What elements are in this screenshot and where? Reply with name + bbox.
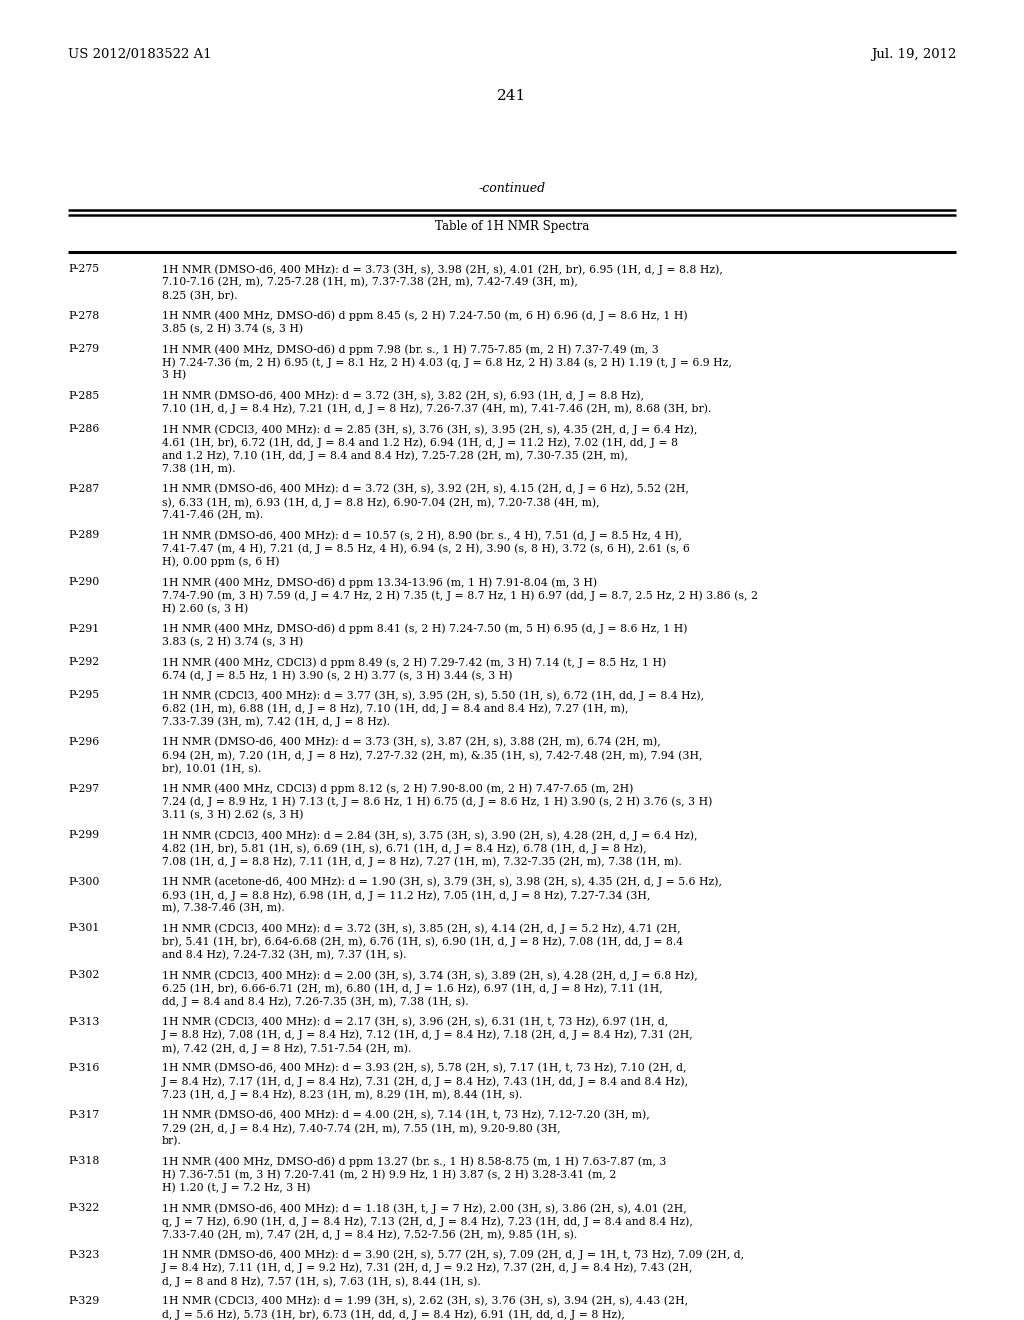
- Text: P-313: P-313: [68, 1016, 99, 1027]
- Text: m), 7.42 (2H, d, J = 8 Hz), 7.51-7.54 (2H, m).: m), 7.42 (2H, d, J = 8 Hz), 7.51-7.54 (2…: [162, 1043, 412, 1053]
- Text: br), 5.41 (1H, br), 6.64-6.68 (2H, m), 6.76 (1H, s), 6.90 (1H, d, J = 8 Hz), 7.0: br), 5.41 (1H, br), 6.64-6.68 (2H, m), 6…: [162, 937, 683, 948]
- Text: 1H NMR (400 MHz, DMSO-d6) d ppm 8.45 (s, 2 H) 7.24-7.50 (m, 6 H) 6.96 (d, J = 8.: 1H NMR (400 MHz, DMSO-d6) d ppm 8.45 (s,…: [162, 310, 688, 321]
- Text: 7.10 (1H, d, J = 8.4 Hz), 7.21 (1H, d, J = 8 Hz), 7.26-7.37 (4H, m), 7.41-7.46 (: 7.10 (1H, d, J = 8.4 Hz), 7.21 (1H, d, J…: [162, 404, 712, 414]
- Text: 1H NMR (400 MHz, DMSO-d6) d ppm 13.27 (br. s., 1 H) 8.58-8.75 (m, 1 H) 7.63-7.87: 1H NMR (400 MHz, DMSO-d6) d ppm 13.27 (b…: [162, 1156, 667, 1167]
- Text: 1H NMR (CDCl3, 400 MHz): d = 2.85 (3H, s), 3.76 (3H, s), 3.95 (2H, s), 4.35 (2H,: 1H NMR (CDCl3, 400 MHz): d = 2.85 (3H, s…: [162, 424, 697, 434]
- Text: 1H NMR (CDCl3, 400 MHz): d = 2.17 (3H, s), 3.96 (2H, s), 6.31 (1H, t, 73 Hz), 6.: 1H NMR (CDCl3, 400 MHz): d = 2.17 (3H, s…: [162, 1016, 669, 1027]
- Text: 7.74-7.90 (m, 3 H) 7.59 (d, J = 4.7 Hz, 2 H) 7.35 (t, J = 8.7 Hz, 1 H) 6.97 (dd,: 7.74-7.90 (m, 3 H) 7.59 (d, J = 4.7 Hz, …: [162, 590, 758, 601]
- Text: 1H NMR (400 MHz, DMSO-d6) d ppm 8.41 (s, 2 H) 7.24-7.50 (m, 5 H) 6.95 (d, J = 8.: 1H NMR (400 MHz, DMSO-d6) d ppm 8.41 (s,…: [162, 623, 687, 634]
- Text: 7.41-7.47 (m, 4 H), 7.21 (d, J = 8.5 Hz, 4 H), 6.94 (s, 2 H), 3.90 (s, 8 H), 3.7: 7.41-7.47 (m, 4 H), 7.21 (d, J = 8.5 Hz,…: [162, 544, 690, 554]
- Text: 3 H): 3 H): [162, 371, 186, 380]
- Text: J = 8.4 Hz), 7.17 (1H, d, J = 8.4 Hz), 7.31 (2H, d, J = 8.4 Hz), 7.43 (1H, dd, J: J = 8.4 Hz), 7.17 (1H, d, J = 8.4 Hz), 7…: [162, 1076, 689, 1086]
- Text: d, J = 8 and 8 Hz), 7.57 (1H, s), 7.63 (1H, s), 8.44 (1H, s).: d, J = 8 and 8 Hz), 7.57 (1H, s), 7.63 (…: [162, 1276, 480, 1287]
- Text: 1H NMR (DMSO-d6, 400 MHz): d = 3.93 (2H, s), 5.78 (2H, s), 7.17 (1H, t, 73 Hz), : 1H NMR (DMSO-d6, 400 MHz): d = 3.93 (2H,…: [162, 1063, 686, 1073]
- Text: s), 6.33 (1H, m), 6.93 (1H, d, J = 8.8 Hz), 6.90-7.04 (2H, m), 7.20-7.38 (4H, m): s), 6.33 (1H, m), 6.93 (1H, d, J = 8.8 H…: [162, 498, 600, 508]
- Text: P-301: P-301: [68, 924, 99, 933]
- Text: P-295: P-295: [68, 690, 99, 701]
- Text: Jul. 19, 2012: Jul. 19, 2012: [870, 48, 956, 61]
- Text: br).: br).: [162, 1137, 182, 1147]
- Text: 6.82 (1H, m), 6.88 (1H, d, J = 8 Hz), 7.10 (1H, dd, J = 8.4 and 8.4 Hz), 7.27 (1: 6.82 (1H, m), 6.88 (1H, d, J = 8 Hz), 7.…: [162, 704, 629, 714]
- Text: 3.83 (s, 2 H) 3.74 (s, 3 H): 3.83 (s, 2 H) 3.74 (s, 3 H): [162, 636, 303, 647]
- Text: P-275: P-275: [68, 264, 99, 275]
- Text: P-316: P-316: [68, 1063, 99, 1073]
- Text: H) 7.24-7.36 (m, 2 H) 6.95 (t, J = 8.1 Hz, 2 H) 4.03 (q, J = 6.8 Hz, 2 H) 3.84 (: H) 7.24-7.36 (m, 2 H) 6.95 (t, J = 8.1 H…: [162, 358, 732, 368]
- Text: P-317: P-317: [68, 1110, 99, 1119]
- Text: 6.93 (1H, d, J = 8.8 Hz), 6.98 (1H, d, J = 11.2 Hz), 7.05 (1H, d, J = 8 Hz), 7.2: 6.93 (1H, d, J = 8.8 Hz), 6.98 (1H, d, J…: [162, 890, 650, 900]
- Text: 1H NMR (CDCl3, 400 MHz): d = 1.99 (3H, s), 2.62 (3H, s), 3.76 (3H, s), 3.94 (2H,: 1H NMR (CDCl3, 400 MHz): d = 1.99 (3H, s…: [162, 1296, 688, 1307]
- Text: J = 8.8 Hz), 7.08 (1H, d, J = 8.4 Hz), 7.12 (1H, d, J = 8.4 Hz), 7.18 (2H, d, J : J = 8.8 Hz), 7.08 (1H, d, J = 8.4 Hz), 7…: [162, 1030, 693, 1040]
- Text: 7.38 (1H, m).: 7.38 (1H, m).: [162, 463, 236, 474]
- Text: 1H NMR (acetone-d6, 400 MHz): d = 1.90 (3H, s), 3.79 (3H, s), 3.98 (2H, s), 4.35: 1H NMR (acetone-d6, 400 MHz): d = 1.90 (…: [162, 876, 722, 887]
- Text: 6.74 (d, J = 8.5 Hz, 1 H) 3.90 (s, 2 H) 3.77 (s, 3 H) 3.44 (s, 3 H): 6.74 (d, J = 8.5 Hz, 1 H) 3.90 (s, 2 H) …: [162, 671, 512, 681]
- Text: 1H NMR (DMSO-d6, 400 MHz): d = 3.72 (3H, s), 3.92 (2H, s), 4.15 (2H, d, J = 6 Hz: 1H NMR (DMSO-d6, 400 MHz): d = 3.72 (3H,…: [162, 484, 689, 495]
- Text: 1H NMR (400 MHz, CDCl3) d ppm 8.49 (s, 2 H) 7.29-7.42 (m, 3 H) 7.14 (t, J = 8.5 : 1H NMR (400 MHz, CDCl3) d ppm 8.49 (s, 2…: [162, 657, 667, 668]
- Text: 1H NMR (400 MHz, CDCl3) d ppm 8.12 (s, 2 H) 7.90-8.00 (m, 2 H) 7.47-7.65 (m, 2H): 1H NMR (400 MHz, CDCl3) d ppm 8.12 (s, 2…: [162, 784, 634, 795]
- Text: 1H NMR (CDCl3, 400 MHz): d = 2.00 (3H, s), 3.74 (3H, s), 3.89 (2H, s), 4.28 (2H,: 1H NMR (CDCl3, 400 MHz): d = 2.00 (3H, s…: [162, 970, 697, 981]
- Text: dd, J = 8.4 and 8.4 Hz), 7.26-7.35 (3H, m), 7.38 (1H, s).: dd, J = 8.4 and 8.4 Hz), 7.26-7.35 (3H, …: [162, 997, 469, 1007]
- Text: P-302: P-302: [68, 970, 99, 979]
- Text: 241: 241: [498, 88, 526, 103]
- Text: P-297: P-297: [68, 784, 99, 793]
- Text: 1H NMR (DMSO-d6, 400 MHz): d = 10.57 (s, 2 H), 8.90 (br. s., 4 H), 7.51 (d, J = : 1H NMR (DMSO-d6, 400 MHz): d = 10.57 (s,…: [162, 531, 682, 541]
- Text: P-329: P-329: [68, 1296, 99, 1307]
- Text: P-300: P-300: [68, 876, 99, 887]
- Text: H) 2.60 (s, 3 H): H) 2.60 (s, 3 H): [162, 603, 248, 614]
- Text: and 1.2 Hz), 7.10 (1H, dd, J = 8.4 and 8.4 Hz), 7.25-7.28 (2H, m), 7.30-7.35 (2H: and 1.2 Hz), 7.10 (1H, dd, J = 8.4 and 8…: [162, 450, 628, 461]
- Text: P-291: P-291: [68, 623, 99, 634]
- Text: P-287: P-287: [68, 484, 99, 494]
- Text: 1H NMR (DMSO-d6, 400 MHz): d = 4.00 (2H, s), 7.14 (1H, t, 73 Hz), 7.12-7.20 (3H,: 1H NMR (DMSO-d6, 400 MHz): d = 4.00 (2H,…: [162, 1110, 650, 1121]
- Text: P-279: P-279: [68, 345, 99, 354]
- Text: P-286: P-286: [68, 424, 99, 434]
- Text: 1H NMR (CDCl3, 400 MHz): d = 2.84 (3H, s), 3.75 (3H, s), 3.90 (2H, s), 4.28 (2H,: 1H NMR (CDCl3, 400 MHz): d = 2.84 (3H, s…: [162, 830, 697, 841]
- Text: H) 7.36-7.51 (m, 3 H) 7.20-7.41 (m, 2 H) 9.9 Hz, 1 H) 3.87 (s, 2 H) 3.28-3.41 (m: H) 7.36-7.51 (m, 3 H) 7.20-7.41 (m, 2 H)…: [162, 1170, 616, 1180]
- Text: 1H NMR (400 MHz, DMSO-d6) d ppm 7.98 (br. s., 1 H) 7.75-7.85 (m, 2 H) 7.37-7.49 : 1H NMR (400 MHz, DMSO-d6) d ppm 7.98 (br…: [162, 345, 658, 355]
- Text: 1H NMR (DMSO-d6, 400 MHz): d = 3.72 (3H, s), 3.82 (2H, s), 6.93 (1H, d, J = 8.8 : 1H NMR (DMSO-d6, 400 MHz): d = 3.72 (3H,…: [162, 391, 644, 401]
- Text: 6.25 (1H, br), 6.66-6.71 (2H, m), 6.80 (1H, d, J = 1.6 Hz), 6.97 (1H, d, J = 8 H: 6.25 (1H, br), 6.66-6.71 (2H, m), 6.80 (…: [162, 983, 663, 994]
- Text: P-323: P-323: [68, 1250, 99, 1259]
- Text: P-290: P-290: [68, 577, 99, 587]
- Text: 7.33-7.39 (3H, m), 7.42 (1H, d, J = 8 Hz).: 7.33-7.39 (3H, m), 7.42 (1H, d, J = 8 Hz…: [162, 717, 390, 727]
- Text: m), 7.38-7.46 (3H, m).: m), 7.38-7.46 (3H, m).: [162, 903, 285, 913]
- Text: P-289: P-289: [68, 531, 99, 540]
- Text: US 2012/0183522 A1: US 2012/0183522 A1: [68, 48, 212, 61]
- Text: and 8.4 Hz), 7.24-7.32 (3H, m), 7.37 (1H, s).: and 8.4 Hz), 7.24-7.32 (3H, m), 7.37 (1H…: [162, 950, 407, 960]
- Text: 6.94 (2H, m), 7.20 (1H, d, J = 8 Hz), 7.27-7.32 (2H, m), &.35 (1H, s), 7.42-7.48: 6.94 (2H, m), 7.20 (1H, d, J = 8 Hz), 7.…: [162, 750, 702, 760]
- Text: 1H NMR (DMSO-d6, 400 MHz): d = 1.18 (3H, t, J = 7 Hz), 2.00 (3H, s), 3.86 (2H, s: 1H NMR (DMSO-d6, 400 MHz): d = 1.18 (3H,…: [162, 1203, 687, 1213]
- Text: 7.08 (1H, d, J = 8.8 Hz), 7.11 (1H, d, J = 8 Hz), 7.27 (1H, m), 7.32-7.35 (2H, m: 7.08 (1H, d, J = 8.8 Hz), 7.11 (1H, d, J…: [162, 857, 682, 867]
- Text: J = 8.4 Hz), 7.11 (1H, d, J = 9.2 Hz), 7.31 (2H, d, J = 9.2 Hz), 7.37 (2H, d, J : J = 8.4 Hz), 7.11 (1H, d, J = 9.2 Hz), 7…: [162, 1263, 693, 1274]
- Text: 3.85 (s, 2 H) 3.74 (s, 3 H): 3.85 (s, 2 H) 3.74 (s, 3 H): [162, 323, 303, 334]
- Text: d, J = 5.6 Hz), 5.73 (1H, br), 6.73 (1H, dd, d, J = 8.4 Hz), 6.91 (1H, dd, d, J : d, J = 5.6 Hz), 5.73 (1H, br), 6.73 (1H,…: [162, 1309, 625, 1320]
- Text: P-299: P-299: [68, 830, 99, 841]
- Text: 1H NMR (DMSO-d6, 400 MHz): d = 3.73 (3H, s), 3.98 (2H, s), 4.01 (2H, br), 6.95 (: 1H NMR (DMSO-d6, 400 MHz): d = 3.73 (3H,…: [162, 264, 723, 275]
- Text: 1H NMR (400 MHz, DMSO-d6) d ppm 13.34-13.96 (m, 1 H) 7.91-8.04 (m, 3 H): 1H NMR (400 MHz, DMSO-d6) d ppm 13.34-13…: [162, 577, 597, 587]
- Text: 7.29 (2H, d, J = 8.4 Hz), 7.40-7.74 (2H, m), 7.55 (1H, m), 9.20-9.80 (3H,: 7.29 (2H, d, J = 8.4 Hz), 7.40-7.74 (2H,…: [162, 1123, 560, 1134]
- Text: 1H NMR (DMSO-d6, 400 MHz): d = 3.73 (3H, s), 3.87 (2H, s), 3.88 (2H, m), 6.74 (2: 1H NMR (DMSO-d6, 400 MHz): d = 3.73 (3H,…: [162, 737, 660, 747]
- Text: 1H NMR (CDCl3, 400 MHz): d = 3.77 (3H, s), 3.95 (2H, s), 5.50 (1H, s), 6.72 (1H,: 1H NMR (CDCl3, 400 MHz): d = 3.77 (3H, s…: [162, 690, 705, 701]
- Text: Table of 1H NMR Spectra: Table of 1H NMR Spectra: [435, 220, 589, 234]
- Text: 8.25 (3H, br).: 8.25 (3H, br).: [162, 290, 238, 301]
- Text: -continued: -continued: [478, 182, 546, 195]
- Text: 7.24 (d, J = 8.9 Hz, 1 H) 7.13 (t, J = 8.6 Hz, 1 H) 6.75 (d, J = 8.6 Hz, 1 H) 3.: 7.24 (d, J = 8.9 Hz, 1 H) 7.13 (t, J = 8…: [162, 797, 713, 808]
- Text: 7.10-7.16 (2H, m), 7.25-7.28 (1H, m), 7.37-7.38 (2H, m), 7.42-7.49 (3H, m),: 7.10-7.16 (2H, m), 7.25-7.28 (1H, m), 7.…: [162, 277, 578, 288]
- Text: P-278: P-278: [68, 310, 99, 321]
- Text: 7.33-7.40 (2H, m), 7.47 (2H, d, J = 8.4 Hz), 7.52-7.56 (2H, m), 9.85 (1H, s).: 7.33-7.40 (2H, m), 7.47 (2H, d, J = 8.4 …: [162, 1229, 578, 1239]
- Text: 1H NMR (DMSO-d6, 400 MHz): d = 3.90 (2H, s), 5.77 (2H, s), 7.09 (2H, d, J = 1H, : 1H NMR (DMSO-d6, 400 MHz): d = 3.90 (2H,…: [162, 1250, 744, 1261]
- Text: 4.82 (1H, br), 5.81 (1H, s), 6.69 (1H, s), 6.71 (1H, d, J = 8.4 Hz), 6.78 (1H, d: 4.82 (1H, br), 5.81 (1H, s), 6.69 (1H, s…: [162, 843, 646, 854]
- Text: H), 0.00 ppm (s, 6 H): H), 0.00 ppm (s, 6 H): [162, 557, 280, 568]
- Text: P-292: P-292: [68, 657, 99, 667]
- Text: H) 1.20 (t, J = 7.2 Hz, 3 H): H) 1.20 (t, J = 7.2 Hz, 3 H): [162, 1183, 310, 1193]
- Text: 7.23 (1H, d, J = 8.4 Hz), 8.23 (1H, m), 8.29 (1H, m), 8.44 (1H, s).: 7.23 (1H, d, J = 8.4 Hz), 8.23 (1H, m), …: [162, 1089, 522, 1100]
- Text: P-285: P-285: [68, 391, 99, 400]
- Text: 1H NMR (CDCl3, 400 MHz): d = 3.72 (3H, s), 3.85 (2H, s), 4.14 (2H, d, J = 5.2 Hz: 1H NMR (CDCl3, 400 MHz): d = 3.72 (3H, s…: [162, 924, 681, 935]
- Text: P-318: P-318: [68, 1156, 99, 1167]
- Text: q, J = 7 Hz), 6.90 (1H, d, J = 8.4 Hz), 7.13 (2H, d, J = 8.4 Hz), 7.23 (1H, dd, : q, J = 7 Hz), 6.90 (1H, d, J = 8.4 Hz), …: [162, 1216, 693, 1226]
- Text: 3.11 (s, 3 H) 2.62 (s, 3 H): 3.11 (s, 3 H) 2.62 (s, 3 H): [162, 810, 303, 820]
- Text: 7.41-7.46 (2H, m).: 7.41-7.46 (2H, m).: [162, 511, 263, 520]
- Text: 4.61 (1H, br), 6.72 (1H, dd, J = 8.4 and 1.2 Hz), 6.94 (1H, d, J = 11.2 Hz), 7.0: 4.61 (1H, br), 6.72 (1H, dd, J = 8.4 and…: [162, 437, 678, 447]
- Text: br), 10.01 (1H, s).: br), 10.01 (1H, s).: [162, 763, 261, 774]
- Text: P-296: P-296: [68, 737, 99, 747]
- Text: P-322: P-322: [68, 1203, 99, 1213]
